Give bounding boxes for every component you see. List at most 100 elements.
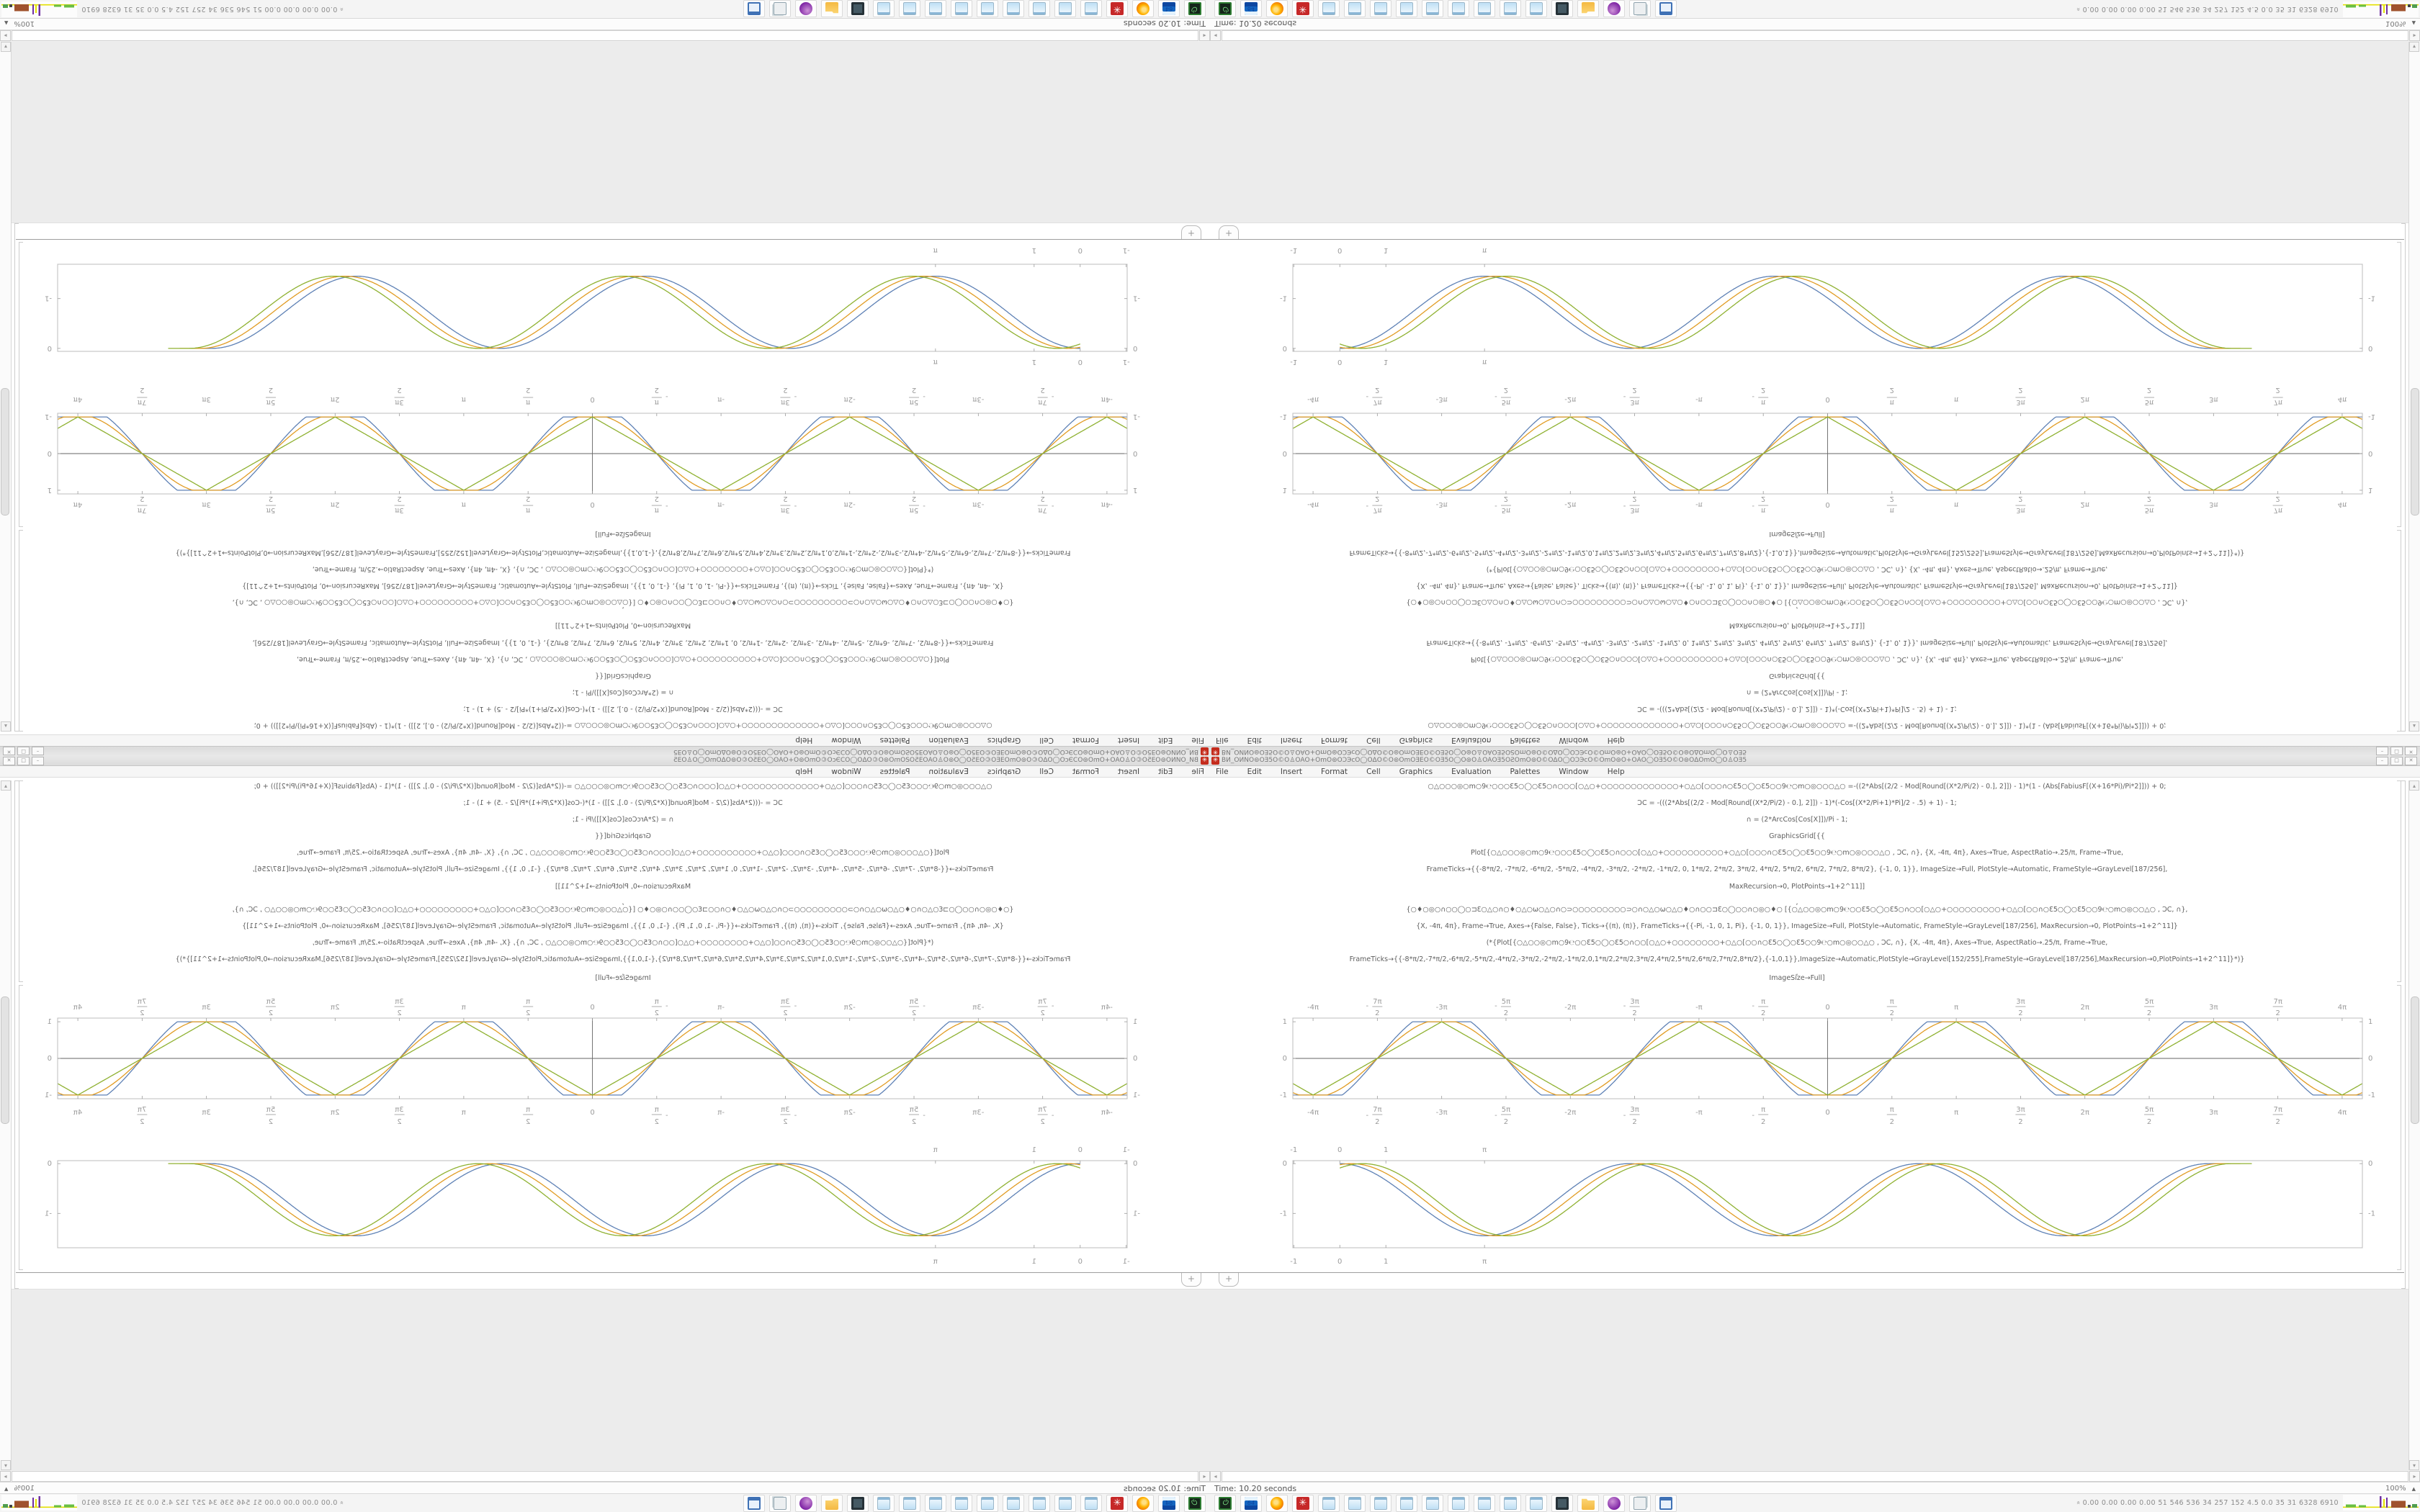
menu-window[interactable]: Window: [1559, 767, 1589, 776]
restore-button[interactable]: □: [17, 756, 30, 765]
window-titlebar[interactable]: ✳ ВИ_ОИNО⊚ОƎ5О©О♙ОАО+ОmО⊚ОƆЭсО◯ОΔО©О⊚ОmО…: [0, 746, 1210, 756]
taskbar-item-notepad[interactable]: [899, 0, 920, 17]
cell-bracket-group[interactable]: [2401, 780, 2406, 1289]
menu-help[interactable]: Help: [1607, 767, 1625, 776]
taskbar-item-notepad[interactable]: [1500, 0, 1521, 17]
code-line[interactable]: {X, -4π, 4π}, Frame→True, Axes→{False, F…: [1416, 582, 2178, 590]
vertical-scrollbar-thumb[interactable]: [2411, 996, 2419, 1124]
menu-format[interactable]: Format: [1072, 736, 1099, 745]
menu-file[interactable]: File: [1191, 736, 1204, 745]
code-line[interactable]: {○♦○◎○∩○○◯○⊐Ɛ○△○∩○♦○△○ω○△○∩○⊃○○○○○○○○○⊃○…: [232, 598, 1014, 606]
horizontal-scrollbar[interactable]: ◂ ▸: [1210, 30, 2420, 42]
cell-insertion-line[interactable]: [16, 1272, 1210, 1273]
taskbar-item-terminal[interactable]: ⏻: [1184, 1495, 1206, 1512]
cell-bracket-output[interactable]: [19, 242, 23, 527]
menu-edit[interactable]: Edit: [1247, 767, 1262, 776]
scroll-up-arrow-icon[interactable]: ▴: [1, 780, 11, 791]
scroll-down-arrow-icon[interactable]: ▾: [2409, 1460, 2419, 1470]
taskbar-item-save[interactable]: 64: [1240, 0, 1262, 17]
cell-bracket-input[interactable]: [2397, 780, 2401, 982]
cell-bracket-input[interactable]: [19, 780, 23, 982]
menu-palettes[interactable]: Palettes: [1510, 736, 1541, 745]
menu-edit[interactable]: Edit: [1158, 736, 1173, 745]
taskbar-item-documents[interactable]: [1629, 0, 1651, 17]
menu-window[interactable]: Window: [1559, 736, 1589, 745]
taskbar-item-documents[interactable]: [769, 1495, 791, 1512]
cell-bracket-group[interactable]: [2401, 223, 2406, 732]
scroll-right-arrow-icon[interactable]: ▸: [2409, 1470, 2420, 1482]
code-line[interactable]: ƆC = -(((2*Abs[(2/2 - Mod[Round[(X*2/Pi/…: [463, 799, 783, 807]
code-line[interactable]: ∩ = (2*ArcCos[Cos[X]])/Pi - 1;: [572, 688, 674, 696]
restore-button[interactable]: □: [2390, 747, 2403, 756]
taskbar-item-mathematica[interactable]: ✳: [1292, 0, 1314, 17]
taskbar-item-mathematica[interactable]: ✳: [1106, 1495, 1128, 1512]
code-line[interactable]: MaxRecursion→0, PlotPoints→1+2^11]]: [1729, 621, 1865, 629]
menu-evaluation[interactable]: Evaluation: [928, 736, 969, 745]
horizontal-scrollbar-trough[interactable]: [1222, 1470, 2408, 1482]
window-titlebar[interactable]: ✳ ВИ_ОИNО⊚ОƎ5О©О♙ОАО+ОmО⊚ОƆЭсО◯ОΔО©О⊚ОmО…: [1210, 746, 2420, 756]
minimize-button[interactable]: –: [2376, 747, 2388, 756]
vertical-scrollbar[interactable]: ▴ ▾: [2408, 42, 2420, 732]
magnification-indicator[interactable]: 100%▲: [4, 19, 35, 28]
new-cell-plus-button[interactable]: +: [1219, 1273, 1239, 1287]
taskbar-item-save[interactable]: 64: [1158, 1495, 1180, 1512]
taskbar-item-terminal[interactable]: ⏻: [1214, 1495, 1236, 1512]
menu-edit[interactable]: Edit: [1247, 736, 1262, 745]
scroll-right-arrow-icon[interactable]: ▸: [0, 1470, 11, 1482]
taskbar-item-folder[interactable]: [1577, 1495, 1599, 1512]
cell-bracket-output[interactable]: [2397, 985, 2401, 1270]
code-line[interactable]: FrameTicks→{{-8*π/2,-7*π/2,-6*π/2,-5*π/2…: [175, 955, 1071, 963]
taskbar-item-notepad[interactable]: [1525, 1495, 1547, 1512]
taskbar-item-firefox[interactable]: [1132, 1495, 1154, 1512]
menu-evaluation[interactable]: Evaluation: [1451, 767, 1492, 776]
collapse-chevron-icon[interactable]: «: [2074, 1500, 2081, 1505]
taskbar-item-notepad[interactable]: [1474, 0, 1495, 17]
taskbar-item-folder[interactable]: [821, 1495, 843, 1512]
taskbar-item-notepad[interactable]: [1028, 0, 1050, 17]
scroll-left-arrow-icon[interactable]: ◂: [1210, 1470, 1221, 1482]
code-line[interactable]: MaxRecursion→0, PlotPoints→1+2^11]]: [555, 883, 691, 891]
scroll-down-arrow-icon[interactable]: ▾: [1, 42, 11, 52]
taskbar-item-notepad[interactable]: [1370, 0, 1392, 17]
cell-bracket-output[interactable]: [2397, 242, 2401, 527]
code-line[interactable]: {○♦○◎○∩○○◯○⊐Ɛ○△○∩○♦○△○ω○△○∩○⊃○○○○○○○○○⊃○…: [1406, 906, 2188, 914]
vertical-scrollbar[interactable]: ▴ ▾: [0, 780, 12, 1470]
taskbar-item-notepad[interactable]: [1448, 1495, 1469, 1512]
code-line[interactable]: ∩ = (2*ArcCos[Cos[X]])/Pi - 1;: [572, 816, 674, 824]
restore-button[interactable]: □: [17, 747, 30, 756]
taskbar-item-mathematica[interactable]: ✳: [1106, 0, 1128, 17]
menu-help[interactable]: Help: [1607, 736, 1625, 745]
code-line[interactable]: ,: [1796, 899, 1798, 906]
menu-graphics[interactable]: Graphics: [1399, 767, 1433, 776]
scroll-down-arrow-icon[interactable]: ▾: [2409, 42, 2419, 52]
close-button[interactable]: ✕: [3, 756, 15, 765]
scroll-down-arrow-icon[interactable]: ▾: [1, 1460, 11, 1470]
menu-insert[interactable]: Insert: [1280, 767, 1303, 776]
code-line[interactable]: ImageSize→Full]: [595, 530, 651, 538]
menu-file[interactable]: File: [1216, 767, 1229, 776]
horizontal-scrollbar[interactable]: ◂ ▸: [0, 1470, 1210, 1482]
vertical-scrollbar-thumb[interactable]: [1, 388, 9, 516]
collapse-chevron-icon[interactable]: «: [2074, 7, 2081, 12]
code-line[interactable]: ,: [622, 606, 624, 613]
menu-cell[interactable]: Cell: [1366, 736, 1381, 745]
zoom-menu-arrow-icon[interactable]: ▲: [4, 20, 9, 27]
code-line[interactable]: Plot[{○△○○○◎○m○9℮○○○Ɛ5○◯○Ɛ5○∩○○○[○△○+○○○…: [296, 849, 950, 857]
taskbar-item-terminal[interactable]: ⏻: [1214, 0, 1236, 17]
close-button[interactable]: ✕: [2405, 756, 2417, 765]
taskbar-item-documents[interactable]: [769, 0, 791, 17]
taskbar-item-notepad[interactable]: [1474, 1495, 1495, 1512]
menu-insert[interactable]: Insert: [1280, 736, 1303, 745]
menu-format[interactable]: Format: [1072, 767, 1099, 776]
code-line[interactable]: {○♦○◎○∩○○◯○⊐Ɛ○△○∩○♦○△○ω○△○∩○⊃○○○○○○○○○⊃○…: [1406, 598, 2188, 606]
code-line[interactable]: GraphicsGrid[{{: [1769, 832, 1825, 840]
taskbar-item-notepad[interactable]: [1422, 1495, 1443, 1512]
horizontal-scrollbar-trough[interactable]: [12, 1470, 1198, 1482]
menu-window[interactable]: Window: [831, 767, 861, 776]
taskbar-item-notepad[interactable]: [1396, 1495, 1417, 1512]
menu-window[interactable]: Window: [831, 736, 861, 745]
code-line[interactable]: FrameTicks→{{-8*π/2, -7*π/2, -6*π/2, -5*…: [252, 639, 994, 647]
taskbar-item-notepad[interactable]: [1500, 1495, 1521, 1512]
zoom-menu-arrow-icon[interactable]: ▲: [2411, 20, 2416, 27]
taskbar-item-display[interactable]: [847, 1495, 869, 1512]
